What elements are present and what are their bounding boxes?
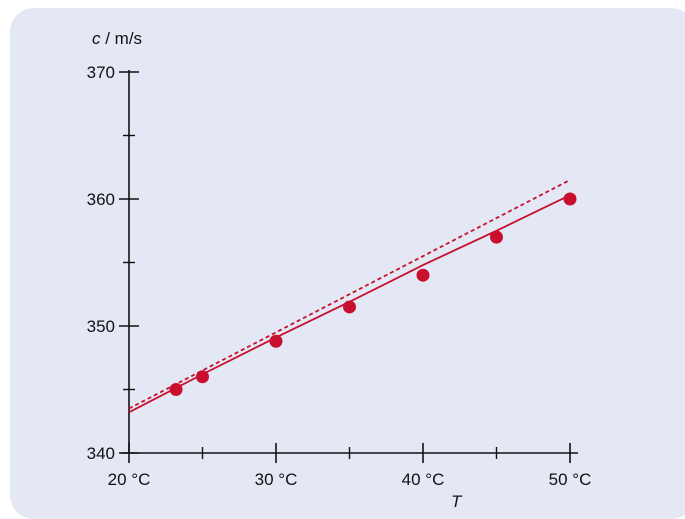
data-point: [196, 370, 209, 384]
y-axis-title: c / m/s: [92, 29, 142, 48]
y-axis-variable: c: [92, 29, 101, 48]
chart-panel: [10, 8, 685, 519]
axes: 340 350 360 370 20 °C 30 °C 40 °C 50 °C: [87, 63, 592, 489]
x-axis-title: T: [451, 492, 463, 511]
x-tick-label: 40 °C: [402, 470, 445, 489]
y-tick-label: 370: [87, 63, 115, 82]
y-tick-label: 360: [87, 190, 115, 209]
data-point: [416, 268, 430, 282]
y-axis-unit: / m/s: [101, 29, 143, 48]
data-point: [343, 300, 356, 314]
dashed-fit-line: [128, 179, 571, 410]
labels: c / m/s T: [92, 29, 463, 511]
data-point: [269, 334, 283, 348]
x-tick-label: 20 °C: [108, 470, 151, 489]
data-point: [563, 192, 577, 206]
x-tick-label: 50 °C: [549, 470, 592, 489]
y-tick-label: 350: [87, 317, 115, 336]
series: [128, 179, 577, 414]
data-point: [490, 230, 503, 244]
x-tick-label: 30 °C: [255, 470, 298, 489]
y-tick-label: 340: [87, 444, 115, 463]
data-point: [169, 383, 183, 396]
